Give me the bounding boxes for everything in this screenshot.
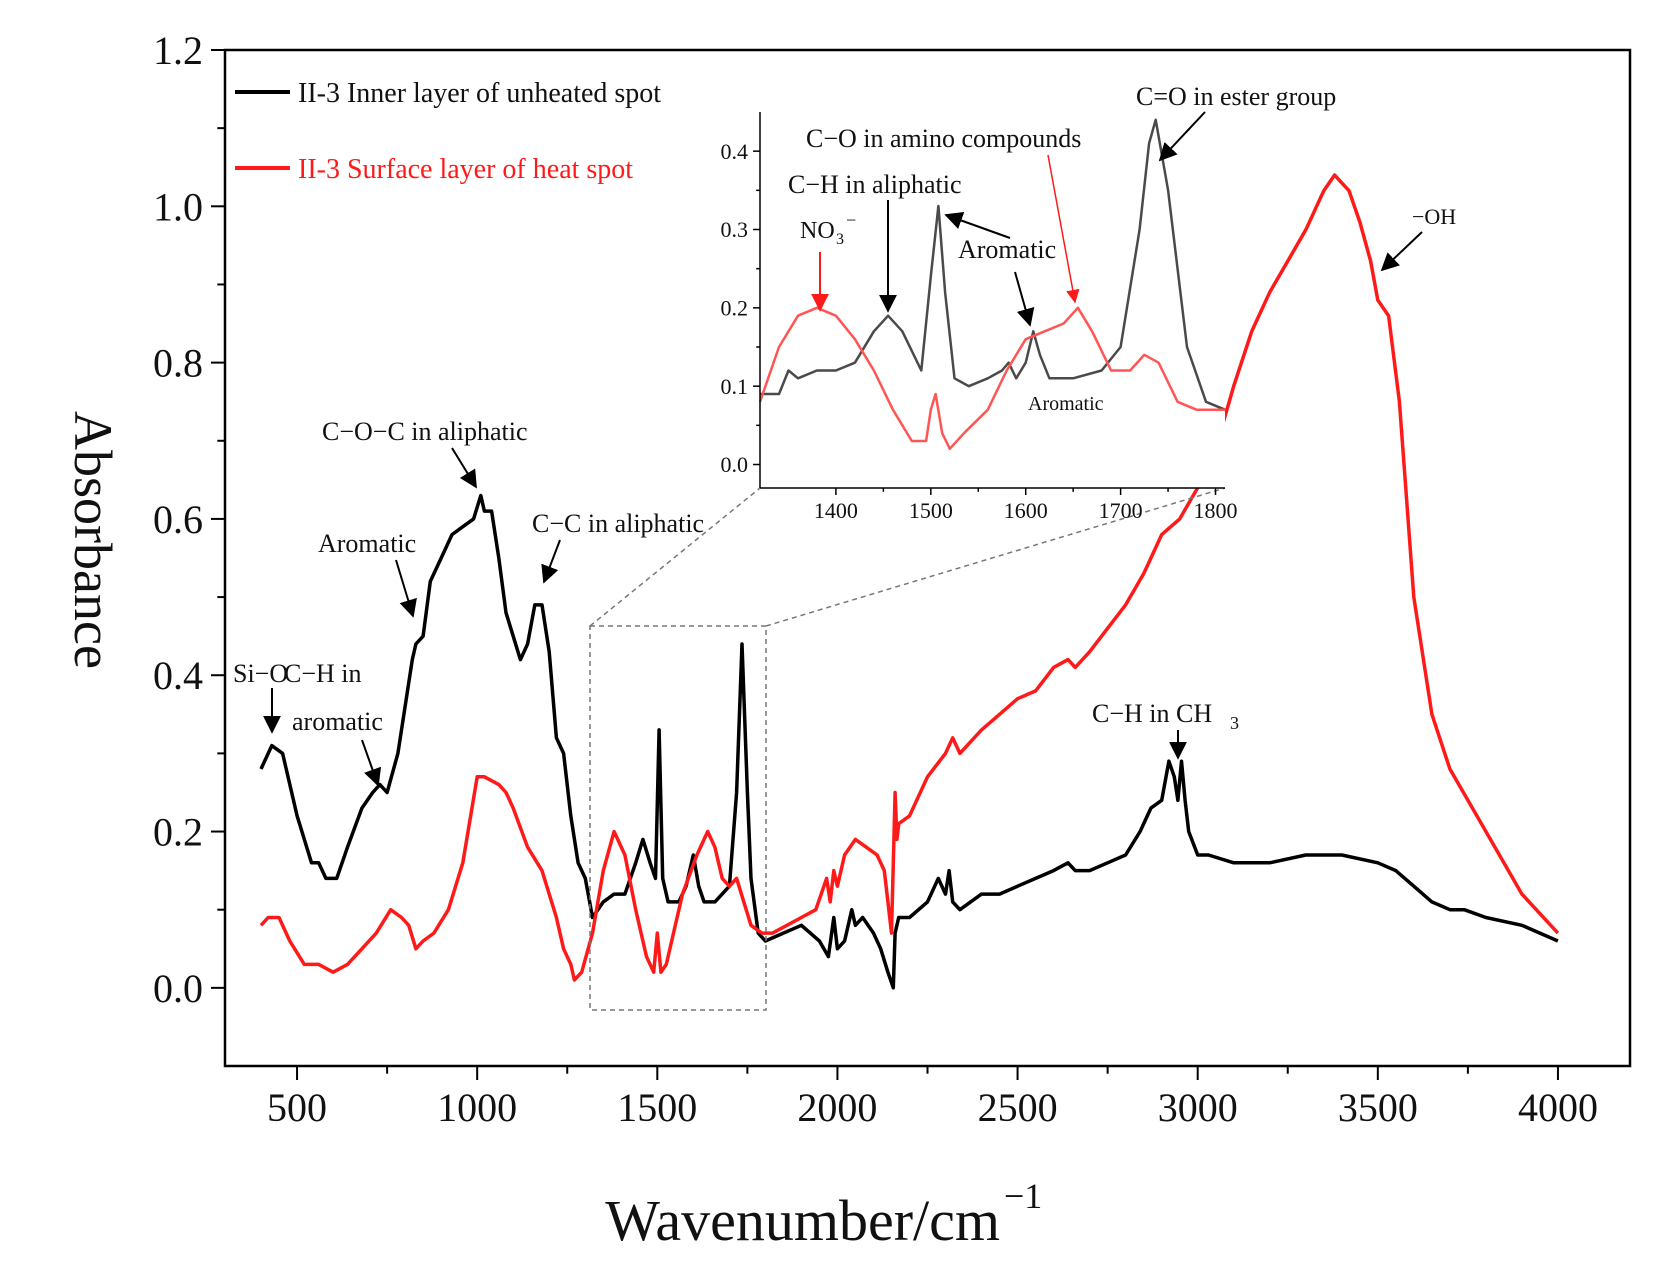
annotation-aromatic-inset-1-arrow [944, 212, 1011, 239]
annotation-c-h-ch3: C−H in CH [1092, 699, 1212, 728]
annotation-c-h-aromatic-1: C−H in [284, 659, 362, 688]
inset-series-line-surface-heat [758, 306, 1225, 451]
main-y-tick-label: 0.2 [153, 810, 203, 855]
annotation-c-o-amino-arrow [1047, 154, 1080, 304]
main-series-lines [259, 173, 1560, 990]
inset-y-tick-label: 0.0 [721, 452, 749, 477]
inset-x-tick-label: 1700 [1099, 498, 1143, 523]
main-x-tick-label: 1500 [617, 1085, 697, 1130]
inset-series-lines [758, 118, 1226, 451]
annotation-no3-superscript: − [846, 210, 856, 230]
main-x-tick-label: 1000 [437, 1085, 517, 1130]
x-axis-title-superscript: −1 [1004, 1176, 1042, 1216]
main-x-tick-label: 3500 [1338, 1085, 1418, 1130]
main-annotations: Si−O C−H in aromatic Aromatic C−O−C in a… [233, 204, 1456, 787]
annotation-no3-subscript: 3 [836, 231, 844, 248]
y-axis-title: Absorbance [63, 411, 123, 669]
main-axis-ticks: 500 1000 1500 2000 2500 3000 3500 4000 0.0 0.2 0.4… [153, 28, 1598, 1130]
x-axis-title: Wavenumber/cm [605, 1188, 1000, 1253]
main-x-tick-label: 2000 [797, 1085, 877, 1130]
inset-plot-background [760, 112, 1225, 488]
annotation-aromatic-main-arrow [395, 559, 417, 618]
inset-annotations: C=O in ester group C−O in amino compound… [788, 82, 1336, 415]
annotation-c-o-amino: C−O in amino compounds [806, 124, 1081, 153]
main-x-tick-label: 2500 [978, 1085, 1058, 1130]
annotation-aromatic-inset-2-arrow [1014, 271, 1035, 327]
inset-y-tick-label: 0.3 [721, 217, 749, 242]
inset-plot: 1400 1500 1600 1700 1800 0.0 0.1 0.2 0.3 0.4 C=O … [721, 82, 1337, 523]
main-y-tick-label: 0.4 [153, 653, 203, 698]
inset-y-tick-label: 0.4 [721, 139, 749, 164]
annotation-aromatic-main: Aromatic [318, 529, 416, 558]
main-x-tick-label: 500 [267, 1085, 327, 1130]
inset-y-tick-label: 0.2 [721, 296, 749, 321]
annotation-oh-arrow [1380, 231, 1423, 272]
main-series-line-surface-heat [259, 173, 1560, 982]
inset-series-line-inner-unheated [760, 118, 1226, 411]
annotation-c-h-aliphatic: C−H in aliphatic [788, 170, 962, 199]
main-x-tick-label: 4000 [1518, 1085, 1598, 1130]
zoom-connector-right [765, 487, 1226, 627]
main-y-tick-label: 1.2 [153, 28, 203, 73]
main-y-tick-label: 0.8 [153, 341, 203, 386]
annotation-no3: NO [800, 218, 835, 244]
inset-axis-ticks: 1400 1500 1600 1700 1800 0.0 0.1 0.2 0.3 0.4 [721, 139, 1238, 523]
annotation-c-o-ester-arrow [1158, 111, 1206, 162]
annotation-c-o-c: C−O−C in aliphatic [322, 417, 528, 446]
main-y-tick-label: 0.0 [153, 966, 203, 1011]
annotation-aromatic-inset-1: Aromatic [958, 235, 1056, 264]
legend-label-inner: II-3 Inner layer of unheated spot [298, 78, 661, 109]
annotation-si-o: Si−O [233, 659, 288, 688]
legend-label-surface: II-3 Surface layer of heat spot [298, 154, 633, 185]
zoom-connector-left [589, 487, 761, 627]
zoom-region-box [589, 625, 767, 1011]
annotation-c-c: C−C in aliphatic [532, 509, 704, 538]
annotation-c-h-ch3-subscript: 3 [1230, 713, 1239, 733]
annotation-c-o-ester: C=O in ester group [1136, 82, 1336, 111]
main-plot: 500 1000 1500 2000 2500 3000 3500 4000 0.0 0.2 0.4… [63, 28, 1632, 1253]
annotation-c-c-arrow [541, 539, 561, 584]
annotation-c-o-c-arrow [451, 447, 477, 489]
inset-x-tick-label: 1600 [1004, 498, 1048, 523]
inset-y-tick-label: 0.1 [721, 374, 749, 399]
annotation-c-h-aromatic-2: aromatic [292, 707, 383, 736]
inset-x-tick-label: 1500 [909, 498, 953, 523]
main-y-tick-label: 1.0 [153, 184, 203, 229]
inset-x-tick-label: 1800 [1194, 498, 1238, 523]
annotation-c-h-aromatic-arrow [361, 739, 382, 787]
main-series-line-inner-unheated [259, 493, 1559, 990]
main-x-tick-label: 3000 [1158, 1085, 1238, 1130]
legend: II-3 Inner layer of unheated spot II-3 S… [235, 78, 661, 185]
inset-x-tick-label: 1400 [814, 498, 858, 523]
main-y-tick-label: 0.6 [153, 497, 203, 542]
annotation-aromatic-inset-low: Aromatic [1028, 393, 1104, 415]
annotation-oh: −OH [1412, 204, 1456, 229]
